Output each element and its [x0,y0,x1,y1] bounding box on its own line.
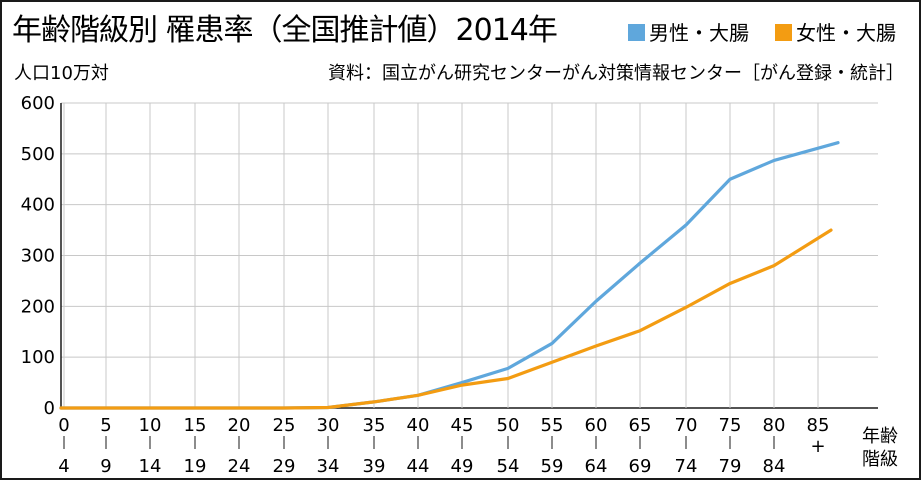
x-tick-label-group: 45 49 [451,415,474,477]
x-axis-title-line-2: 階級 [862,449,898,470]
x-tick-label-start: 35 [363,415,386,436]
x-tick-label-end: 64 [585,456,608,477]
x-tick-label-start: 50 [497,415,520,436]
x-tick-label-end: + [810,436,825,457]
legend: 男性・大腸 女性・大腸 [628,21,896,45]
y-axis-unit-label: 人口10万対 [14,63,109,84]
x-tick-label-end: 69 [629,456,652,477]
y-tick-label: 300 [21,246,55,267]
x-tick-label-end: 4 [58,456,69,477]
x-tick-label-start: 85 [807,415,830,436]
x-tick-label-group: 75 79 [719,415,742,477]
x-tick-label-group: 70 74 [675,415,698,477]
x-tick-label-group: 10 14 [139,415,162,477]
x-tick-label-start: 10 [139,415,162,436]
y-tick-label: 100 [21,347,55,368]
legend-label: 男性・大腸 [649,21,749,45]
y-axis-tick-labels: 0 100 200 300 400 500 600 [21,93,55,419]
y-tick-label: 600 [21,93,55,114]
x-tick-label-end: 49 [451,456,474,477]
x-tick-label-group: 30 34 [317,415,340,477]
legend-swatch [628,24,645,41]
x-tick-label-end: 19 [184,456,207,477]
x-tick-label-group: 65 69 [629,415,652,477]
x-axis-tick-labels: 0459101415192024252930343539404445495054… [58,415,829,477]
x-tick-label-start: 30 [317,415,340,436]
chart-title: 年齢階級別 罹患率（全国推計値）2014年 [12,13,557,48]
x-tick-label-group: 59 [100,415,111,477]
x-tick-label-group: 80 84 [763,415,786,477]
x-tick-label-end: 54 [497,456,520,477]
x-tick-label-end: 44 [407,456,430,477]
x-tick-label-end: 39 [363,456,386,477]
x-tick-label-group: 40 44 [407,415,430,477]
grid-lines [60,102,878,409]
x-tick-label-start: 80 [763,415,786,436]
x-axis-title: 年齢階級 [862,426,898,470]
x-tick-label-end: 59 [541,456,564,477]
x-tick-label-start: 65 [629,415,652,436]
legend-item: 女性・大腸 [775,21,896,45]
x-tick-label-start: 55 [541,415,564,436]
x-tick-label-end: 79 [719,456,742,477]
x-tick-label-group: 55 59 [541,415,564,477]
x-tick-label-group: 60 64 [585,415,608,477]
x-tick-label-start: 20 [228,415,251,436]
x-tick-label-group: 85+ [807,415,830,457]
x-tick-label-group: 50 54 [497,415,520,477]
y-tick-label: 0 [44,398,55,419]
y-tick-label: 500 [21,144,55,165]
x-tick-label-end: 14 [139,456,162,477]
x-tick-label-start: 75 [719,415,742,436]
series-line [59,228,833,410]
series-line [59,141,840,410]
x-tick-label-start: 5 [100,415,111,436]
legend-label: 女性・大腸 [796,21,896,45]
x-tick-label-group: 04 [58,415,69,477]
x-tick-label-group: 25 29 [273,415,296,477]
x-tick-label-end: 34 [317,456,340,477]
x-tick-label-start: 25 [273,415,296,436]
x-tick-label-end: 9 [100,456,111,477]
x-tick-label-end: 84 [763,456,786,477]
x-tick-label-group: 35 39 [363,415,386,477]
x-tick-label-start: 40 [407,415,430,436]
x-tick-label-end: 24 [228,456,251,477]
y-tick-label: 200 [21,296,55,317]
x-tick-label-start: 0 [58,415,69,436]
x-tick-label-end: 74 [675,456,698,477]
series-lines [59,141,840,410]
legend-swatch [775,24,792,41]
x-tick-label-end: 29 [273,456,296,477]
x-tick-label-start: 45 [451,415,474,436]
x-tick-label-start: 60 [585,415,608,436]
legend-item: 男性・大腸 [628,21,749,45]
y-tick-label: 400 [21,195,55,216]
x-axis-title-line-1: 年齢 [862,426,898,447]
x-tick-label-start: 15 [184,415,207,436]
x-tick-label-start: 70 [675,415,698,436]
source-note: 資料：国立がん研究センターがん対策情報センター［がん登録・統計］ [328,63,904,84]
